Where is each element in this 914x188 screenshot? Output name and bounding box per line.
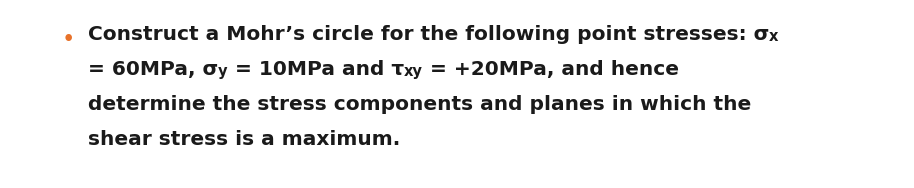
Text: = 60MPa, σ: = 60MPa, σ: [88, 60, 218, 79]
Text: = +20MPa, and hence: = +20MPa, and hence: [422, 60, 678, 79]
Text: determine the stress components and planes in which the: determine the stress components and plan…: [88, 95, 751, 114]
Text: = 10MPa and τ: = 10MPa and τ: [228, 60, 404, 79]
Text: Construct a Mohr’s circle for the following point stresses: σ: Construct a Mohr’s circle for the follow…: [88, 25, 770, 44]
Text: x: x: [770, 29, 779, 44]
Text: shear stress is a maximum.: shear stress is a maximum.: [88, 130, 400, 149]
Text: y: y: [218, 64, 228, 79]
Text: •: •: [61, 28, 75, 51]
Text: xy: xy: [404, 64, 422, 79]
